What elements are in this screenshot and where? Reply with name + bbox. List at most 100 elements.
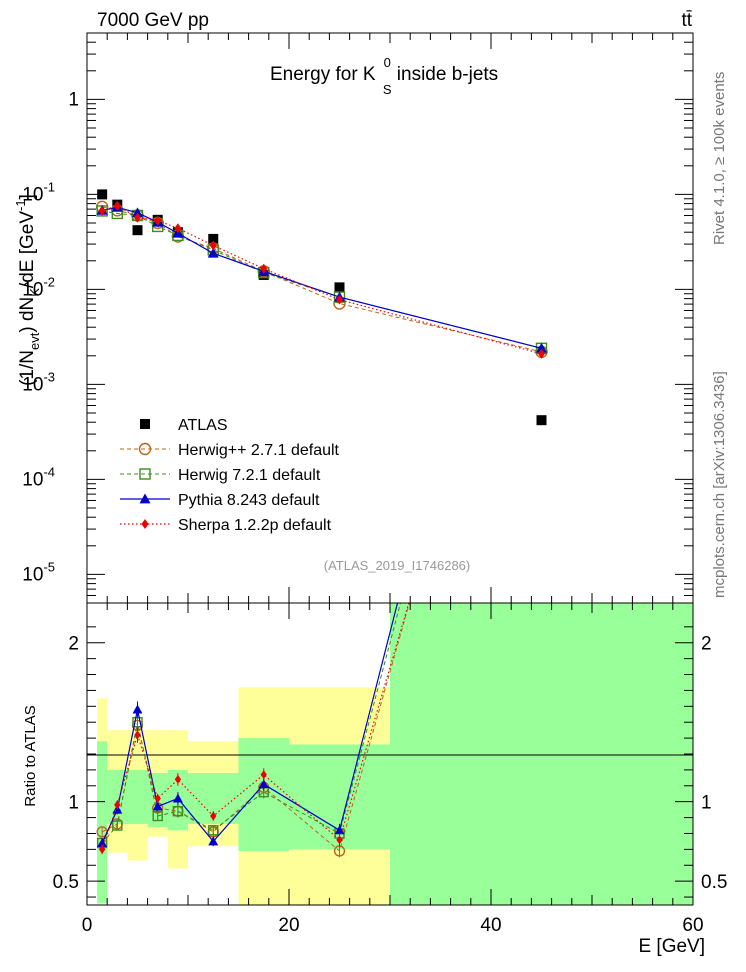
y-axis-label: (1/Nevt) dNK/dE [GeV-1] xyxy=(13,194,42,386)
ratio-line-sherpa xyxy=(101,603,410,850)
plot-title-sub: S xyxy=(383,82,392,97)
legend-item-herwig7: Herwig 7.2.1 default xyxy=(120,467,321,484)
ratio-point-pythia xyxy=(172,793,183,803)
ratio-tick-label-right: 0.5 xyxy=(701,872,727,893)
ratio-point-herwig7 xyxy=(132,717,143,728)
point-sherpa xyxy=(209,240,217,251)
ratio-point-sherpa xyxy=(99,844,106,854)
point-sherpa xyxy=(113,200,121,211)
legend-item-atlas: ATLAS xyxy=(140,417,228,434)
legend-label: Sherpa 1.2.2p default xyxy=(178,517,332,534)
series-herwigpp xyxy=(95,200,548,359)
ratio-point-sherpa xyxy=(154,794,161,804)
series-line-herwig7 xyxy=(102,210,542,349)
ratio-point-pythia xyxy=(132,704,143,714)
point-pythia xyxy=(207,247,219,258)
legend-marker-atlas xyxy=(140,419,150,429)
band-green xyxy=(97,741,108,904)
band-green xyxy=(127,769,148,824)
y-axis-label-c: /dE [GeV xyxy=(17,211,38,288)
ratio-panel: 0.5 0.5 1 1 2 2 Ratio to ATLAS xyxy=(22,602,727,906)
legend-label: Herwig 7.2.1 default xyxy=(178,467,321,484)
ratio-series-sherpa xyxy=(99,603,410,855)
series-sherpa xyxy=(98,200,545,359)
ratio-point-pythia xyxy=(97,838,108,847)
ratio-point-pythia xyxy=(334,825,345,835)
x-axis-ticks: 0 20 40 60 xyxy=(82,603,704,936)
legend-marker-sherpa xyxy=(141,519,149,529)
legend-label: Herwig++ 2.7.1 default xyxy=(178,442,340,459)
point-sherpa xyxy=(98,205,106,216)
ratio-point-herwig7 xyxy=(112,820,123,831)
series-line-pythia xyxy=(102,206,542,349)
series-line-herwigpp xyxy=(102,206,542,353)
y-axis-label-a-sub: evt xyxy=(27,332,42,350)
y-tick-label: 10-2 xyxy=(22,274,55,300)
ratio-point-herwig7 xyxy=(172,806,184,817)
header-left: 7000 GeV pp xyxy=(97,10,209,31)
point-pythia xyxy=(132,207,143,218)
legend-item-sherpa: Sherpa 1.2.2p default xyxy=(120,517,332,534)
ratio-point-pythia xyxy=(208,836,219,846)
y-tick-label: 10-3 xyxy=(22,369,55,395)
plot-title-tail: inside b-jets xyxy=(392,64,499,85)
ratio-point-pythia xyxy=(152,801,163,811)
ratio-point-sherpa xyxy=(134,730,141,740)
y-axis-label-d: ] xyxy=(17,194,38,199)
y-tick-label: 10-5 xyxy=(22,559,55,585)
main-series xyxy=(95,189,548,426)
ratio-point-sherpa xyxy=(174,774,182,784)
ratio-point-sherpa xyxy=(336,835,343,845)
point-atlas xyxy=(334,282,345,293)
band-green xyxy=(390,603,693,905)
legend: ATLAS Herwig++ 2.7.1 default Herwig 7.2.1 … xyxy=(120,417,340,534)
x-axis-label: E [GeV] xyxy=(638,936,705,957)
ratio-axis-ticks: 0.5 0.5 1 1 2 2 xyxy=(53,626,727,898)
y-axis-label-c-sup: -1 xyxy=(13,199,28,211)
ratio-tick-label-right: 2 xyxy=(701,634,712,655)
plot-title-sup: 0 xyxy=(384,55,391,70)
ratio-point-herwig7 xyxy=(208,825,219,836)
y-tick-label: 10-1 xyxy=(22,179,55,205)
x-tick-label: 0 xyxy=(82,915,93,936)
legend-marker-herwig7 xyxy=(139,468,151,480)
ratio-point-sherpa xyxy=(260,770,267,780)
ratio-tick-label-right: 1 xyxy=(701,793,712,814)
ratio-tick-label: 2 xyxy=(68,634,79,655)
header-right: tt̄ xyxy=(681,10,692,31)
legend-marker-herwigpp xyxy=(138,442,152,456)
series-pythia xyxy=(96,201,547,353)
point-sherpa xyxy=(336,294,343,305)
side-label-top: Rivet 4.1.0, ≥ 100k events xyxy=(711,72,728,245)
point-pythia xyxy=(536,342,547,353)
x-tick-label: 40 xyxy=(480,915,501,936)
point-sherpa xyxy=(154,215,162,226)
y-axis-label-b: ) dN xyxy=(17,297,38,333)
legend-item-pythia: Pythia 8.243 default xyxy=(120,492,320,509)
y-axis-label-a: (1/N xyxy=(17,350,38,386)
legend-label: Pythia 8.243 default xyxy=(178,492,320,509)
main-axis-ticks: 1 10-1 10-2 10-3 10-4 10-5 xyxy=(22,32,694,603)
ratio-point-pythia xyxy=(258,779,269,789)
analysis-label: (ATLAS_2019_I1746286) xyxy=(324,558,470,573)
legend-marker-pythia xyxy=(139,493,151,504)
band-green xyxy=(107,769,128,824)
ratio-bands xyxy=(97,603,693,905)
ratio-tick-label: 1 xyxy=(68,793,79,814)
ratio-point-herwig7 xyxy=(152,810,163,822)
ratio-point-sherpa xyxy=(114,800,121,810)
x-tick-label: 60 xyxy=(682,915,703,936)
plot-title: Energy for K 0 S inside b-jets xyxy=(270,55,498,97)
point-sherpa xyxy=(134,212,141,223)
side-label-bottom: mcplots.cern.ch [arXiv:1306.3436] xyxy=(711,371,728,598)
legend-label: ATLAS xyxy=(178,417,228,434)
plot-title-main: Energy for K xyxy=(270,64,376,85)
point-atlas xyxy=(97,189,108,200)
main-panel: Energy for K 0 S inside b-jets (ATLAS_2019… xyxy=(13,32,694,604)
ratio-tick-label: 0.5 xyxy=(53,872,79,893)
point-sherpa xyxy=(174,223,182,234)
x-tick-label: 20 xyxy=(278,915,299,936)
y-axis-label-b-sub: K xyxy=(27,288,42,297)
ratio-series xyxy=(96,603,410,858)
